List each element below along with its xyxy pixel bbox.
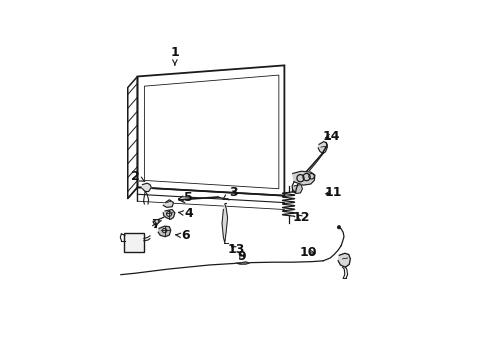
Text: 4: 4: [178, 207, 193, 220]
Text: 8: 8: [127, 243, 136, 256]
FancyBboxPatch shape: [124, 233, 145, 252]
Polygon shape: [158, 226, 171, 237]
Circle shape: [155, 220, 159, 223]
Polygon shape: [236, 262, 250, 264]
Polygon shape: [222, 204, 227, 243]
Text: 3: 3: [223, 186, 238, 199]
Polygon shape: [143, 183, 151, 192]
Text: 9: 9: [237, 250, 246, 263]
Polygon shape: [163, 200, 173, 207]
Polygon shape: [318, 141, 327, 153]
Text: 12: 12: [292, 211, 310, 224]
Text: 11: 11: [324, 186, 342, 199]
Circle shape: [337, 226, 341, 229]
Text: 13: 13: [227, 243, 245, 256]
Text: 7: 7: [151, 218, 160, 231]
Text: 10: 10: [299, 246, 317, 259]
Text: 1: 1: [171, 46, 179, 65]
Text: 14: 14: [323, 130, 340, 143]
Text: 6: 6: [176, 229, 190, 242]
Polygon shape: [163, 210, 175, 219]
Text: 2: 2: [131, 170, 145, 183]
Polygon shape: [293, 171, 315, 185]
Polygon shape: [338, 253, 350, 267]
Text: 5: 5: [178, 190, 193, 203]
Polygon shape: [293, 185, 302, 193]
